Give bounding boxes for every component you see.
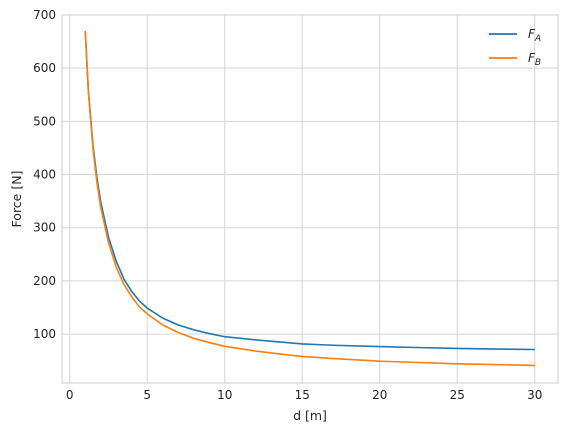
- y-axis-label: Force [N]: [9, 171, 24, 228]
- x-tick-label: 20: [372, 388, 387, 402]
- x-axis-label: d [m]: [293, 408, 327, 423]
- y-tick-label: 300: [33, 221, 56, 235]
- y-tick-label: 700: [33, 8, 56, 22]
- x-tick-label: 15: [295, 388, 310, 402]
- y-tick-label: 200: [33, 274, 56, 288]
- y-tick-label: 400: [33, 168, 56, 182]
- x-tick-label: 10: [217, 388, 232, 402]
- legend: FA FB: [489, 27, 541, 68]
- legend-label: FB: [528, 51, 541, 68]
- x-tick-label: 5: [143, 388, 151, 402]
- x-tick-labels: 0 5 10 15 20 25 30: [66, 388, 542, 402]
- grid-lines: [62, 15, 558, 383]
- plot-frame: [61, 14, 559, 384]
- y-tick-label: 600: [33, 61, 56, 75]
- y-tick-label: 100: [33, 327, 56, 341]
- y-tick-labels: 100 200 300 400 500 600 700: [33, 8, 56, 341]
- x-tick-label: 0: [66, 388, 74, 402]
- plot-background: [62, 15, 558, 383]
- x-tick-label: 25: [450, 388, 465, 402]
- series-line-f-b: [84, 30, 535, 367]
- series-lines: [84, 30, 535, 367]
- legend-label: FA: [528, 27, 541, 44]
- x-tick-label: 30: [527, 388, 542, 402]
- y-tick-label: 500: [33, 114, 56, 128]
